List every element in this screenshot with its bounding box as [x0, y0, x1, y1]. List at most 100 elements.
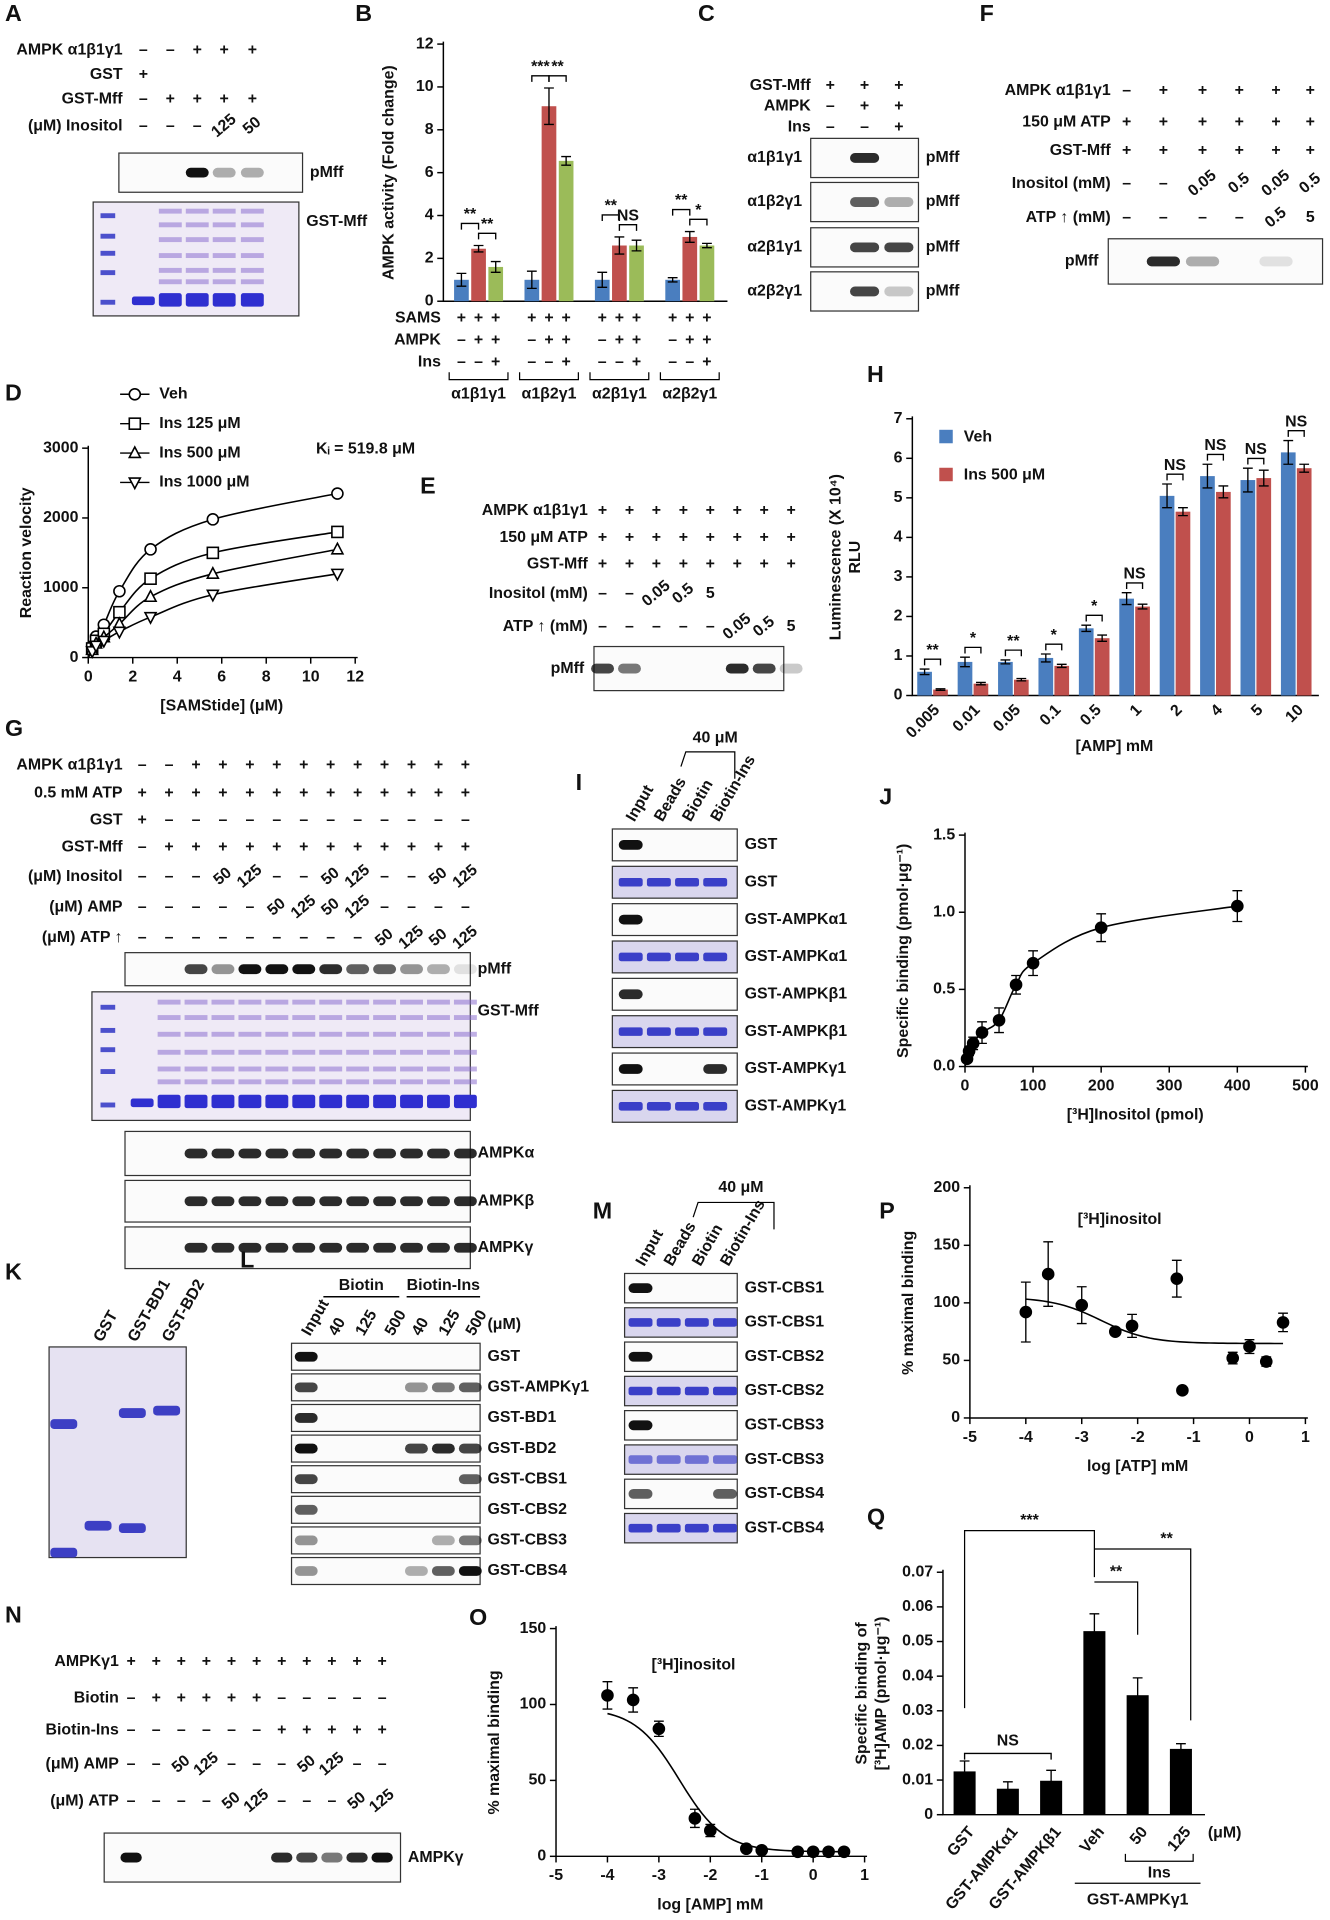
- error-bar: [959, 1760, 970, 1783]
- blot-band: [373, 1196, 397, 1207]
- blot-band: [184, 1148, 208, 1159]
- gel-band: [100, 1027, 116, 1033]
- x-tick-label: 100: [1020, 1077, 1047, 1094]
- gel-band: [292, 1066, 316, 1072]
- condition-label: AMPK: [764, 98, 811, 115]
- condition-cell: +: [491, 310, 500, 327]
- condition-cell: +: [598, 529, 607, 546]
- x-axis-label: [SAMStide] (μM): [160, 698, 283, 715]
- gel-band: [427, 1094, 450, 1109]
- gel-band: [400, 1015, 423, 1020]
- condition-cell: +: [277, 1653, 286, 1670]
- blot-band: [884, 197, 914, 207]
- condition-cell: +: [327, 1653, 336, 1670]
- blot-frame: [290, 1495, 481, 1524]
- condition-cell: +: [615, 332, 624, 349]
- blot-band: [618, 840, 643, 850]
- condition-cell: –: [166, 41, 175, 58]
- condition-cell: –: [138, 839, 147, 856]
- data-point: [1243, 1340, 1256, 1353]
- condition-cell: +: [218, 757, 227, 774]
- condition-cell: –: [461, 899, 470, 916]
- condition-cell: –: [152, 1721, 161, 1738]
- condition-cell: 5: [787, 618, 796, 635]
- gel-band: [618, 1027, 643, 1036]
- condition-cell: –: [615, 354, 624, 371]
- gel-band: [675, 1102, 700, 1111]
- group-label: α1β2γ1: [522, 385, 577, 402]
- data-point: [1226, 1351, 1240, 1365]
- band-label: GST-CBS3: [487, 1532, 567, 1549]
- blot-band: [618, 663, 641, 674]
- band-label: GST-CBS4: [745, 1485, 825, 1502]
- y-axis-label: Reaction velocity: [18, 487, 35, 618]
- gel-band: [675, 877, 700, 887]
- condition-cell: –: [328, 1792, 337, 1809]
- condition-cell: –: [152, 1792, 161, 1809]
- gel-band: [427, 1079, 450, 1085]
- condition-cell: +: [245, 785, 254, 802]
- condition-cell: +: [352, 1721, 361, 1738]
- condition-cell: +: [733, 502, 742, 519]
- y-tick-label: 0.0: [933, 1058, 955, 1075]
- gel-band: [656, 1455, 681, 1464]
- gel-band: [240, 267, 264, 273]
- condition-cell: –: [625, 585, 634, 602]
- gel-band: [684, 1455, 709, 1464]
- legend-label: Ins 500 μM: [159, 444, 240, 461]
- y-tick-label: 100: [934, 1294, 961, 1311]
- condition-cell: –: [245, 929, 254, 946]
- band-label: GST-CBS3: [745, 1451, 825, 1468]
- x-tick-label: -1: [1186, 1429, 1200, 1446]
- data-point: [837, 1845, 851, 1859]
- data-point: [206, 546, 220, 560]
- condition-cell: –: [860, 119, 869, 136]
- data-point: [144, 572, 157, 585]
- gel-band: [211, 1049, 235, 1055]
- gel-band: [158, 267, 182, 273]
- y-tick-label: 0.5: [933, 981, 955, 998]
- error-bar: [597, 271, 608, 288]
- condition-cell: +: [544, 332, 553, 349]
- blot-frame: [290, 1342, 481, 1371]
- gel-band: [118, 1523, 146, 1534]
- gel-band: [453, 1066, 477, 1072]
- y-tick-label: 5: [894, 489, 903, 506]
- significance-label: **: [1160, 1530, 1173, 1547]
- y-axis-label: Luminescence (X 10⁴): [828, 474, 845, 640]
- gel-band: [646, 1027, 671, 1036]
- blot-band: [238, 1196, 262, 1207]
- y-axis-label: Specific binding (pmol·μg⁻¹): [895, 844, 912, 1058]
- condition-cell: +: [598, 556, 607, 573]
- condition-cell: –: [299, 929, 308, 946]
- condition-label: GST-Mff: [527, 556, 589, 573]
- data-point: [143, 589, 158, 603]
- condition-cell: +: [860, 77, 869, 94]
- condition-cell: +: [1306, 114, 1315, 131]
- condition-cell: –: [139, 41, 148, 58]
- bracket-label: 40 μM: [718, 1179, 763, 1196]
- blot-band: [400, 1196, 423, 1207]
- condition-cell: –: [165, 899, 174, 916]
- condition-cell: –: [219, 929, 228, 946]
- band-label: GST-CBS1: [487, 1470, 567, 1487]
- bar: [558, 160, 574, 302]
- y-tick-label: 1: [894, 647, 903, 664]
- y-tick-label: 0.01: [902, 1771, 933, 1788]
- y-tick-label: 1000: [43, 579, 79, 596]
- condition-cell: –: [166, 117, 175, 134]
- blot-band: [238, 1242, 262, 1253]
- condition-cell: –: [328, 1690, 337, 1707]
- condition-cell: +: [894, 98, 903, 115]
- blot-band: [238, 1148, 262, 1159]
- x-axis-label: [³H]Inositol (pmol): [1067, 1107, 1204, 1124]
- legend-swatch: [939, 467, 953, 482]
- condition-cell: +: [327, 1721, 336, 1738]
- bar: [612, 245, 627, 302]
- error-bar: [456, 272, 467, 287]
- condition-cell: –: [527, 332, 536, 349]
- significance-label: **: [464, 206, 477, 223]
- blot-band: [431, 1566, 455, 1576]
- blot-band: [294, 1474, 318, 1485]
